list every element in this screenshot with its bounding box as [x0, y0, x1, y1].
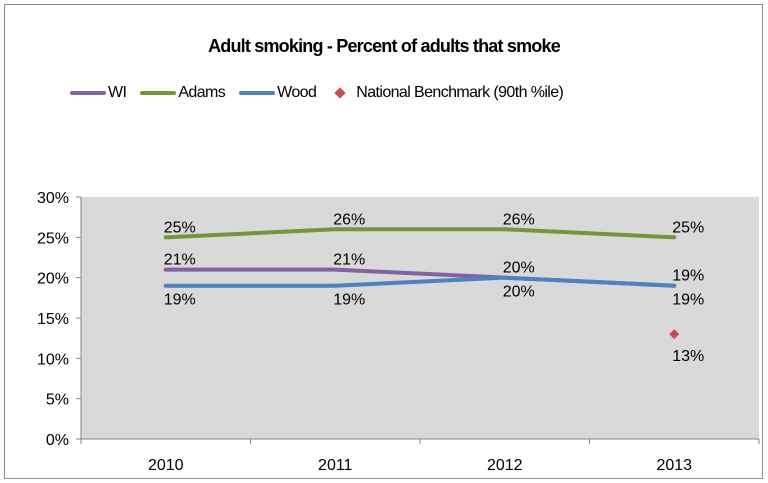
chart-legend: WI Adams Wood National Benchmark (90th %…: [70, 84, 577, 102]
y-tick-label: 5%: [46, 392, 69, 409]
x-tick-label: 2013: [656, 457, 692, 474]
series-line-wood: [163, 275, 677, 288]
data-label-wi: 20%: [503, 260, 535, 277]
y-tick-label: 30%: [37, 190, 69, 207]
data-label-adams: 26%: [503, 211, 535, 228]
data-label-wood: 19%: [333, 292, 365, 309]
legend-item-wood: Wood: [239, 84, 317, 102]
data-label-adams: 25%: [164, 219, 196, 236]
data-label-wi: 21%: [164, 252, 196, 269]
data-label-wi: 21%: [333, 252, 365, 269]
x-tick-label: 2011: [318, 457, 353, 474]
legend-swatch-wood: [239, 91, 276, 95]
legend-item-wi: WI: [70, 84, 127, 102]
benchmark-marker: [669, 329, 680, 340]
x-tick-label: 2010: [148, 457, 184, 474]
series-line-adams: [163, 227, 677, 240]
legend-label-benchmark: National Benchmark (90th %ile): [356, 84, 564, 101]
y-tick-label: 15%: [37, 311, 69, 328]
legend-label-wi: WI: [108, 84, 127, 101]
chart-title: Adult smoking - Percent of adults that s…: [208, 36, 561, 56]
data-label-wood: 19%: [672, 292, 704, 309]
legend-swatch-adams: [140, 91, 177, 95]
data-label-adams: 26%: [333, 211, 365, 228]
data-label-wood: 20%: [503, 284, 535, 301]
data-label-adams: 25%: [672, 219, 704, 236]
y-tick-label: 0%: [46, 432, 69, 449]
x-tick-label: 2012: [487, 457, 523, 474]
legend-label-wood: Wood: [277, 84, 317, 101]
y-tick-label: 20%: [37, 271, 69, 288]
y-tick-label: 10%: [37, 351, 69, 368]
legend-label-adams: Adams: [178, 84, 226, 101]
data-label-benchmark: 13%: [672, 348, 704, 365]
legend-item-benchmark: National Benchmark (90th %ile): [330, 84, 564, 102]
legend-swatch-wi: [70, 91, 106, 95]
data-label-wood: 19%: [164, 292, 196, 309]
y-tick-label: 25%: [37, 230, 69, 247]
legend-item-adams: Adams: [140, 84, 226, 102]
data-label-wi: 19%: [672, 268, 704, 285]
